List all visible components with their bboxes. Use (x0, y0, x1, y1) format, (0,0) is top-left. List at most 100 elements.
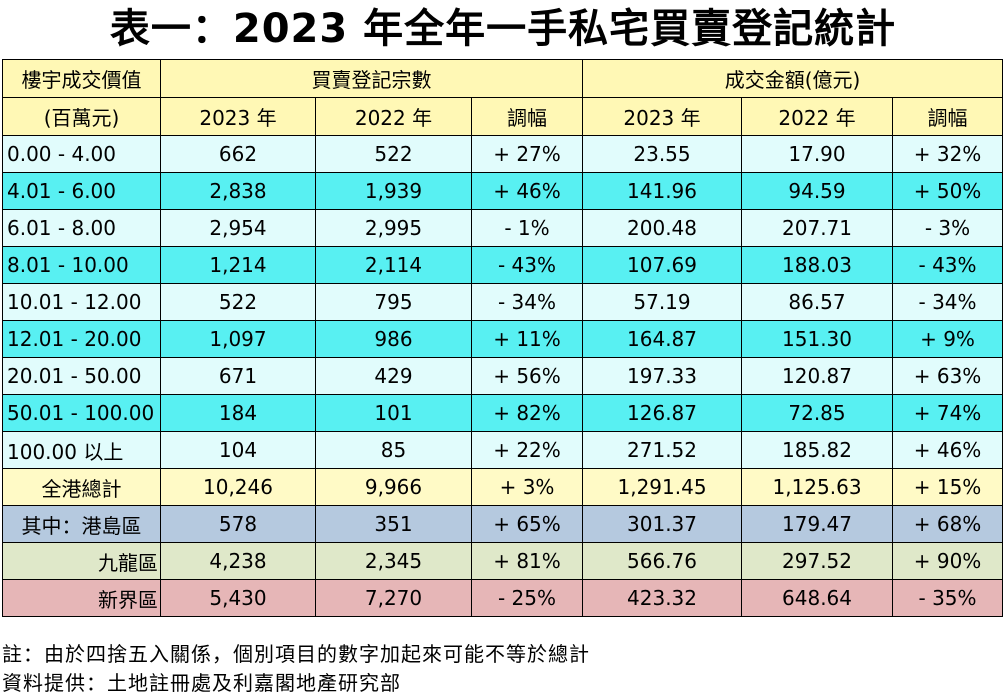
price-range-cell: 10.01 - 12.00 (2, 283, 161, 321)
value-2023-cell: 423.32 (582, 579, 743, 617)
count-change-cell: + 11% (470, 320, 584, 358)
value-change-cell: + 9% (892, 320, 1004, 358)
count-change-cell: + 46% (470, 172, 584, 210)
value-change-cell: - 35% (892, 579, 1004, 617)
table-row: 8.01 - 10.00 1,214 2,114 - 43% 107.69 18… (2, 246, 1004, 284)
region-row-kowloon: 九龍區 4,238 2,345 + 81% 566.76 297.52 + 90… (2, 542, 1004, 580)
value-2022-cell: 207.71 (741, 209, 894, 247)
count-2022-cell: 2,345 (315, 542, 472, 580)
count-change-header: 調幅 (470, 97, 584, 136)
count-2022-cell: 351 (315, 505, 472, 543)
count-change-cell: + 3% (470, 468, 584, 506)
count-2022-header: 2022 年 (315, 97, 472, 136)
price-range-cell: 4.01 - 6.00 (2, 172, 161, 210)
region-label-cell: 九龍區 (2, 542, 161, 580)
count-change-cell: + 65% (470, 505, 584, 543)
table-row: 100.00 以上 104 85 + 22% 271.52 185.82 + 4… (2, 431, 1004, 469)
value-change-cell: + 74% (892, 394, 1004, 432)
table-row: 12.01 - 20.00 1,097 986 + 11% 164.87 151… (2, 320, 1004, 358)
count-2022-cell: 2,995 (315, 209, 472, 247)
count-2023-cell: 1,097 (160, 320, 316, 358)
value-change-cell: - 43% (892, 246, 1004, 284)
count-2023-cell: 184 (160, 394, 316, 432)
value-change-cell: + 68% (892, 505, 1004, 543)
value-2023-cell: 1,291.45 (582, 468, 743, 506)
table-row: 4.01 - 6.00 2,838 1,939 + 46% 141.96 94.… (2, 172, 1004, 210)
value-2022-cell: 151.30 (741, 320, 894, 358)
count-change-cell: + 82% (470, 394, 584, 432)
table-row: 20.01 - 50.00 671 429 + 56% 197.33 120.8… (2, 357, 1004, 395)
value-2022-cell: 1,125.63 (741, 468, 894, 506)
value-change-cell: + 50% (892, 172, 1004, 210)
count-2022-cell: 2,114 (315, 246, 472, 284)
footnotes: 註：由於四捨五入關係，個別項目的數字加起來可能不等於總計 資料提供：土地註冊處及… (2, 640, 590, 698)
count-2023-cell: 578 (160, 505, 316, 543)
value-change-header: 調幅 (892, 97, 1004, 136)
count-group-header: 買賣登記宗數 (159, 59, 584, 98)
source-note: 資料提供：土地註冊處及利嘉閣地產研究部 (2, 671, 401, 695)
value-2022-header: 2022 年 (741, 97, 894, 136)
value-change-cell: + 15% (892, 468, 1004, 506)
count-2022-cell: 795 (315, 283, 472, 321)
count-2022-cell: 429 (315, 357, 472, 395)
region-label-cell: 其中：港島區 (2, 505, 161, 543)
count-2023-cell: 10,246 (160, 468, 316, 506)
total-label-cell: 全港總計 (2, 468, 161, 506)
value-change-cell: + 90% (892, 542, 1004, 580)
table-row: 0.00 - 4.00 662 522 + 27% 23.55 17.90 + … (2, 135, 1004, 173)
value-group-header: 成交金額(億元) (582, 59, 1004, 98)
count-2023-cell: 104 (160, 431, 316, 469)
value-2023-cell: 23.55 (582, 135, 743, 173)
count-change-cell: + 56% (470, 357, 584, 395)
price-unit-header: (百萬元) (2, 97, 161, 136)
count-change-cell: + 27% (470, 135, 584, 173)
rounding-note: 註：由於四捨五入關係，個別項目的數字加起來可能不等於總計 (2, 642, 590, 666)
value-2022-cell: 94.59 (741, 172, 894, 210)
count-2023-cell: 2,838 (160, 172, 316, 210)
value-2023-cell: 197.33 (582, 357, 743, 395)
table-row: 6.01 - 8.00 2,954 2,995 - 1% 200.48 207.… (2, 209, 1004, 247)
value-change-cell: + 46% (892, 431, 1004, 469)
price-range-cell: 100.00 以上 (2, 431, 161, 469)
value-2023-cell: 200.48 (582, 209, 743, 247)
price-range-header: 樓宇成交價值 (2, 59, 161, 98)
region-row-new-territories: 新界區 5,430 7,270 - 25% 423.32 648.64 - 35… (2, 579, 1004, 617)
count-change-cell: - 25% (470, 579, 584, 617)
value-change-cell: + 63% (892, 357, 1004, 395)
price-range-cell: 0.00 - 4.00 (2, 135, 161, 173)
count-2023-cell: 522 (160, 283, 316, 321)
count-2023-cell: 4,238 (160, 542, 316, 580)
value-change-cell: + 32% (892, 135, 1004, 173)
count-2023-cell: 5,430 (160, 579, 316, 617)
header-row-2: (百萬元) 2023 年 2022 年 調幅 2023 年 2022 年 調幅 (2, 97, 1004, 136)
count-change-cell: + 81% (470, 542, 584, 580)
count-change-cell: - 1% (470, 209, 584, 247)
count-2023-cell: 662 (160, 135, 316, 173)
value-2023-header: 2023 年 (582, 97, 743, 136)
value-2022-cell: 188.03 (741, 246, 894, 284)
count-2022-cell: 101 (315, 394, 472, 432)
value-2023-cell: 301.37 (582, 505, 743, 543)
count-2023-cell: 671 (160, 357, 316, 395)
value-2022-cell: 17.90 (741, 135, 894, 173)
value-2023-cell: 271.52 (582, 431, 743, 469)
count-2023-cell: 2,954 (160, 209, 316, 247)
value-2023-cell: 107.69 (582, 246, 743, 284)
table-row: 10.01 - 12.00 522 795 - 34% 57.19 86.57 … (2, 283, 1004, 321)
count-change-cell: - 43% (470, 246, 584, 284)
region-label-cell: 新界區 (2, 579, 161, 617)
count-2023-header: 2023 年 (160, 97, 316, 136)
value-change-cell: - 3% (892, 209, 1004, 247)
count-2022-cell: 7,270 (315, 579, 472, 617)
value-2022-cell: 185.82 (741, 431, 894, 469)
count-2022-cell: 986 (315, 320, 472, 358)
price-range-cell: 6.01 - 8.00 (2, 209, 161, 247)
price-range-cell: 8.01 - 10.00 (2, 246, 161, 284)
value-2023-cell: 164.87 (582, 320, 743, 358)
count-2022-cell: 522 (315, 135, 472, 173)
count-change-cell: - 34% (470, 283, 584, 321)
value-2023-cell: 141.96 (582, 172, 743, 210)
value-2022-cell: 86.57 (741, 283, 894, 321)
value-2022-cell: 648.64 (741, 579, 894, 617)
region-row-hong-kong-island: 其中：港島區 578 351 + 65% 301.37 179.47 + 68% (2, 505, 1004, 543)
